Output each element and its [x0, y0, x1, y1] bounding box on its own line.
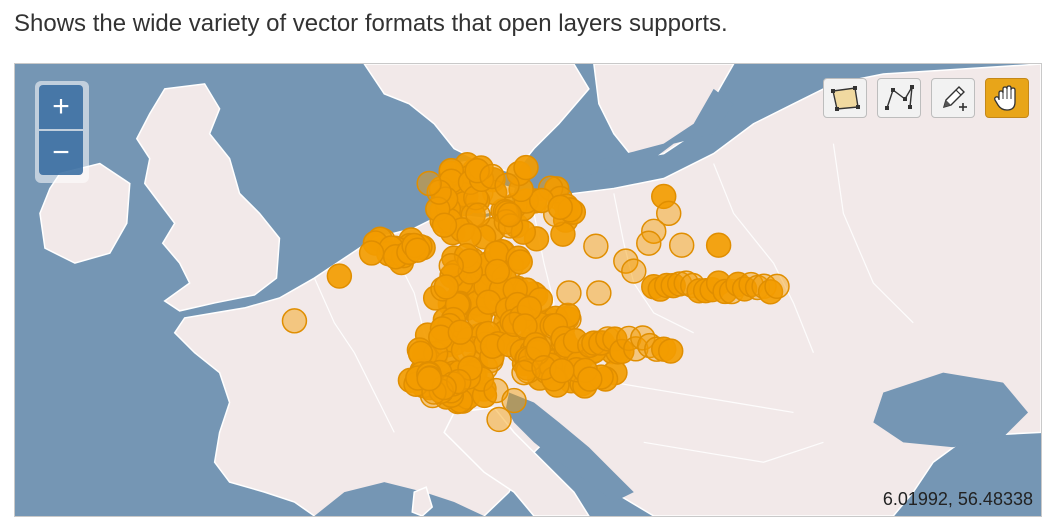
vector-feature-point[interactable]: [656, 200, 682, 227]
vector-feature-point[interactable]: [431, 212, 458, 238]
vector-feature-point[interactable]: [549, 357, 575, 384]
vector-feature-point[interactable]: [583, 233, 609, 259]
vector-feature-point[interactable]: [501, 387, 527, 414]
basemap: [15, 64, 1041, 516]
land-great-britain: [135, 83, 281, 312]
land-italy: [443, 406, 590, 516]
vector-feature-point[interactable]: [507, 249, 533, 275]
vector-feature-point[interactable]: [447, 319, 474, 345]
vector-feature-point[interactable]: [621, 258, 647, 284]
pan-hand-icon: [994, 85, 1016, 111]
polygon-icon: [831, 86, 860, 111]
vector-features-layer[interactable]: [15, 64, 1041, 516]
vector-feature-point[interactable]: [486, 406, 512, 433]
navigate-button[interactable]: [985, 78, 1029, 118]
vector-feature-point[interactable]: [404, 237, 431, 263]
vector-feature-point[interactable]: [446, 368, 472, 395]
vector-feature-point[interactable]: [668, 232, 695, 258]
vector-feature-point[interactable]: [764, 273, 790, 300]
land-island: [411, 486, 434, 516]
vector-feature-point[interactable]: [556, 280, 582, 306]
vector-feature-point[interactable]: [416, 365, 442, 392]
vector-feature-point[interactable]: [433, 274, 459, 300]
vector-feature-point[interactable]: [613, 248, 639, 274]
land-sweden-east: [593, 64, 735, 160]
page-description: Shows the wide variety of vector formats…: [14, 10, 728, 37]
land-scandinavia: [363, 64, 590, 175]
vector-feature-point[interactable]: [547, 194, 573, 220]
vector-feature-point[interactable]: [550, 221, 576, 247]
sea-black: [873, 372, 1029, 448]
vector-feature-point[interactable]: [492, 198, 519, 225]
vector-feature-point[interactable]: [426, 179, 452, 205]
polyline-icon: [885, 85, 914, 110]
vector-feature-point[interactable]: [577, 366, 603, 392]
vector-feature-point[interactable]: [513, 154, 539, 181]
vector-feature-point[interactable]: [494, 172, 520, 199]
mouse-position: 6.01992, 56.48338: [882, 489, 1033, 509]
pencil-icon: [942, 86, 967, 111]
vector-feature-point[interactable]: [586, 280, 612, 306]
vector-feature-point[interactable]: [510, 219, 537, 245]
vector-feature-point[interactable]: [438, 253, 464, 279]
vector-feature-point[interactable]: [511, 359, 537, 386]
draw-line-button[interactable]: [877, 78, 921, 118]
modify-feature-button[interactable]: [931, 78, 975, 118]
zoom-in-button[interactable]: +: [39, 85, 83, 129]
vector-feature-point[interactable]: [496, 202, 523, 228]
edit-toolbar: [823, 78, 1029, 118]
vector-feature-point[interactable]: [464, 158, 490, 184]
vector-feature-point[interactable]: [497, 213, 524, 239]
vector-feature-point[interactable]: [358, 240, 385, 266]
map-viewport[interactable]: + −: [14, 63, 1042, 517]
draw-polygon-button[interactable]: [823, 78, 867, 118]
sea-mediterranean: [314, 482, 485, 516]
vector-feature-point[interactable]: [416, 170, 442, 197]
sea-baltic: [514, 88, 734, 194]
zoom-out-button[interactable]: −: [39, 131, 83, 175]
vector-feature-point[interactable]: [636, 230, 662, 256]
vector-feature-point[interactable]: [281, 308, 308, 334]
vector-feature-point[interactable]: [657, 338, 684, 364]
zoom-control: + −: [35, 81, 89, 183]
vector-feature-point[interactable]: [484, 258, 511, 285]
sea-adriatic: [506, 392, 634, 503]
vector-feature-point[interactable]: [651, 183, 677, 210]
land-ireland: [39, 162, 131, 264]
vector-feature-point[interactable]: [479, 163, 505, 190]
vector-feature-point[interactable]: [326, 263, 353, 289]
vector-feature-point[interactable]: [705, 232, 732, 258]
